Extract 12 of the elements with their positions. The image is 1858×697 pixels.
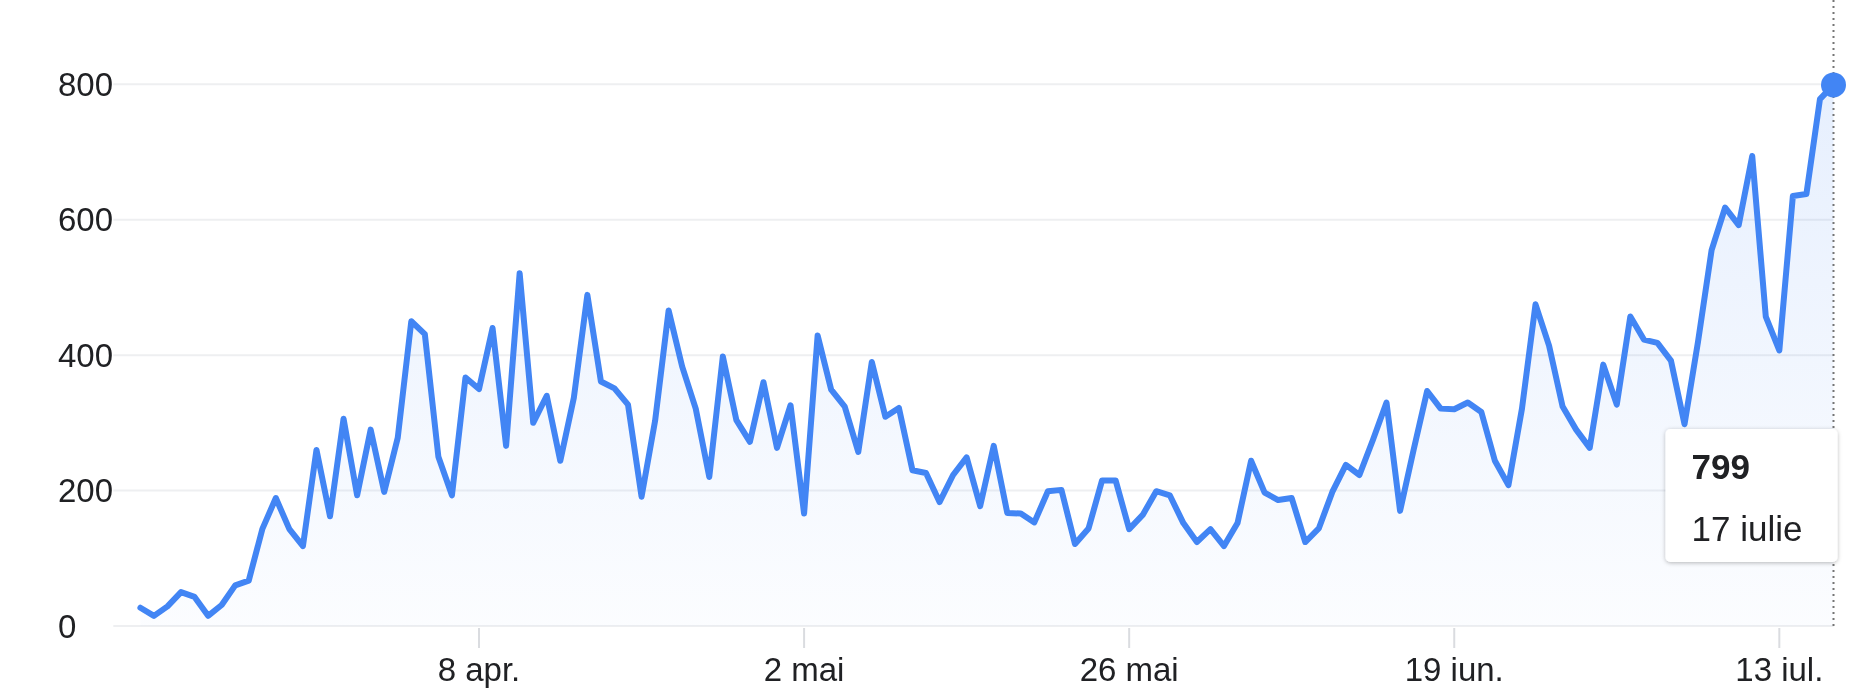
annotation: 799 (1691, 447, 1750, 486)
y-tick-label: 0 (58, 607, 77, 645)
x-tick-label: 19 iun. (1404, 651, 1504, 688)
annotation: 17 iulie (1691, 509, 1803, 548)
x-tick-label: 2 mai (763, 651, 845, 688)
x-tick-label: 26 mai (1079, 651, 1179, 688)
x-tick-label: 13 iul. (1735, 651, 1824, 688)
x-tick-label: 8 apr. (437, 651, 521, 688)
y-tick-label: 800 (58, 65, 114, 103)
y-tick-label: 400 (58, 336, 114, 374)
y-tick-label: 200 (58, 472, 114, 510)
y-tick-label: 600 (58, 201, 114, 239)
